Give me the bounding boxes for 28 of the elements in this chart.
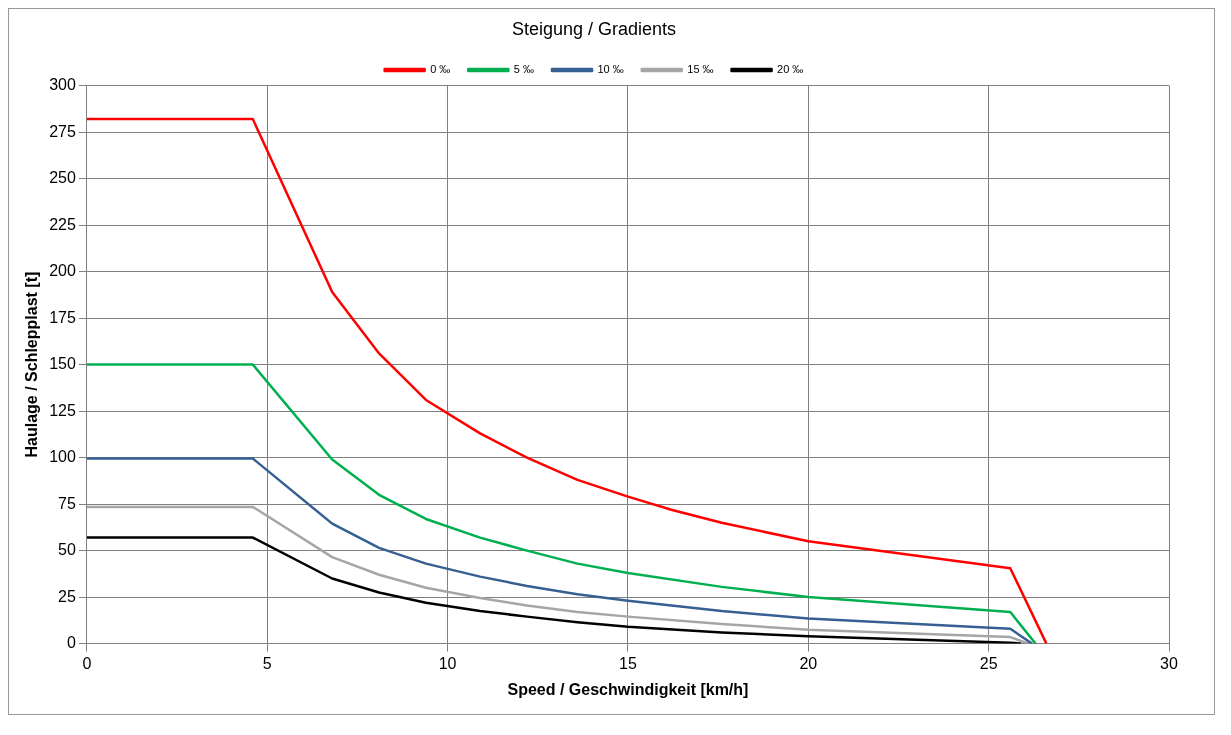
x-tick-label: 5 — [262, 654, 272, 672]
legend-label: 5 ‰ — [513, 63, 534, 76]
y-tick-label: 125 — [49, 401, 76, 419]
chart-title: Steigung / Gradients — [511, 18, 677, 39]
y-tick-label: 275 — [49, 122, 76, 140]
y-tick-label: 50 — [58, 541, 76, 559]
x-tick-label: 15 — [619, 654, 637, 672]
legend-label: 10 ‰ — [597, 63, 624, 76]
x-tick-label: 10 — [438, 654, 457, 672]
y-tick-label: 250 — [49, 169, 76, 187]
y-tick-label: 75 — [58, 494, 76, 512]
y-tick-label: 200 — [49, 262, 76, 280]
y-tick-label: 150 — [49, 355, 76, 373]
legend-label: 15 ‰ — [687, 63, 714, 76]
legend-label: 20 ‰ — [777, 63, 804, 76]
y-tick-label: 0 — [66, 634, 76, 652]
y-tick-label: 300 — [49, 76, 76, 94]
y-tick-label: 225 — [49, 215, 76, 233]
legend-label: 0 ‰ — [430, 63, 451, 76]
x-axis-title: Speed / Geschwindigkeit [km/h] — [507, 680, 749, 698]
y-axis-title: Haulage / Schlepplast [t] — [23, 271, 41, 458]
y-tick-label: 25 — [58, 587, 76, 605]
x-tick-label: 30 — [1160, 654, 1178, 672]
y-tick-label: 100 — [49, 448, 76, 466]
x-tick-label: 0 — [82, 654, 92, 672]
y-tick-label: 175 — [49, 308, 76, 326]
x-tick-label: 25 — [979, 654, 998, 672]
x-tick-label: 20 — [799, 654, 818, 672]
